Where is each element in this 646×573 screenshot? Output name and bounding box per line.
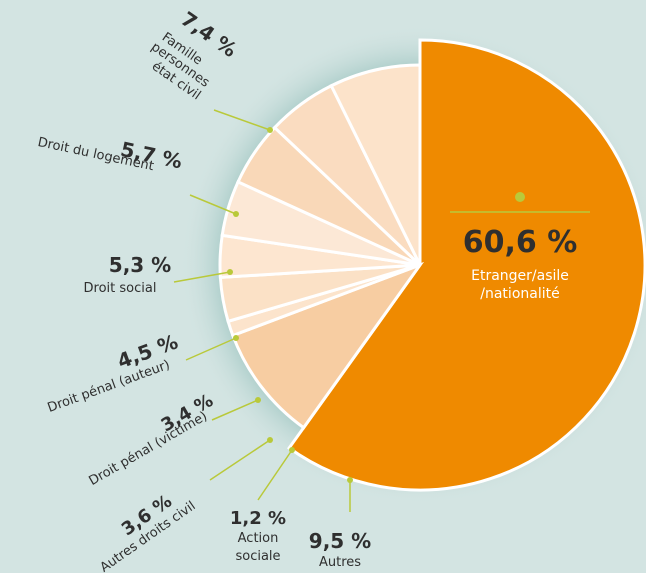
leader-line-famille-personnes-etat-civil — [213, 109, 271, 131]
slice-label-action-sociale-line-1: Action — [238, 531, 279, 546]
value-label-etranger-asile-nationalite: 60,6 % — [463, 225, 578, 260]
leader-dot-droit-penal-auteur — [233, 335, 239, 341]
slice-label-droit-penal-victime: Droit pénal (victime) — [86, 409, 210, 489]
value-label-autres: 9,5 % — [309, 529, 371, 553]
leader-dot-droit-penal-victime — [255, 397, 261, 403]
leader-line-droit-penal-victime — [211, 399, 259, 421]
value-label-droit-social: 5,3 % — [109, 253, 171, 277]
value-label-action-sociale: 1,2 % — [230, 508, 286, 529]
slice-label-action-sociale-line-2: sociale — [235, 549, 280, 564]
leader-line-droit-social — [173, 271, 231, 283]
leader-line-autres-droits-civil — [209, 439, 271, 481]
leader-dot-autres — [347, 477, 353, 483]
leader-line-droit-du-logement — [189, 194, 237, 215]
slice-label-etranger-asile-nationalite: Etranger/asile/nationalité — [471, 268, 569, 302]
leader-dot-etranger-asile-nationalite — [515, 192, 525, 202]
leader-dot-famille-personnes-etat-civil — [267, 127, 273, 133]
slice-label-autres: Autres — [319, 555, 361, 570]
leader-dot-droit-social — [227, 269, 233, 275]
leader-dot-autres-droits-civil — [267, 437, 273, 443]
pie-slice-etranger-asile-nationalite — [287, 38, 646, 492]
slice-label-droit-penal-auteur: Droit pénal (auteur) — [46, 358, 172, 416]
leader-dot-action-sociale — [289, 447, 295, 453]
leader-line-action-sociale — [257, 449, 293, 501]
pie-slice-famille-personnes-etat-civil — [329, 63, 422, 266]
slice-label-droit-social: Droit social — [84, 281, 157, 296]
leader-line-droit-penal-auteur — [185, 337, 237, 361]
leader-dot-droit-du-logement — [233, 211, 239, 217]
